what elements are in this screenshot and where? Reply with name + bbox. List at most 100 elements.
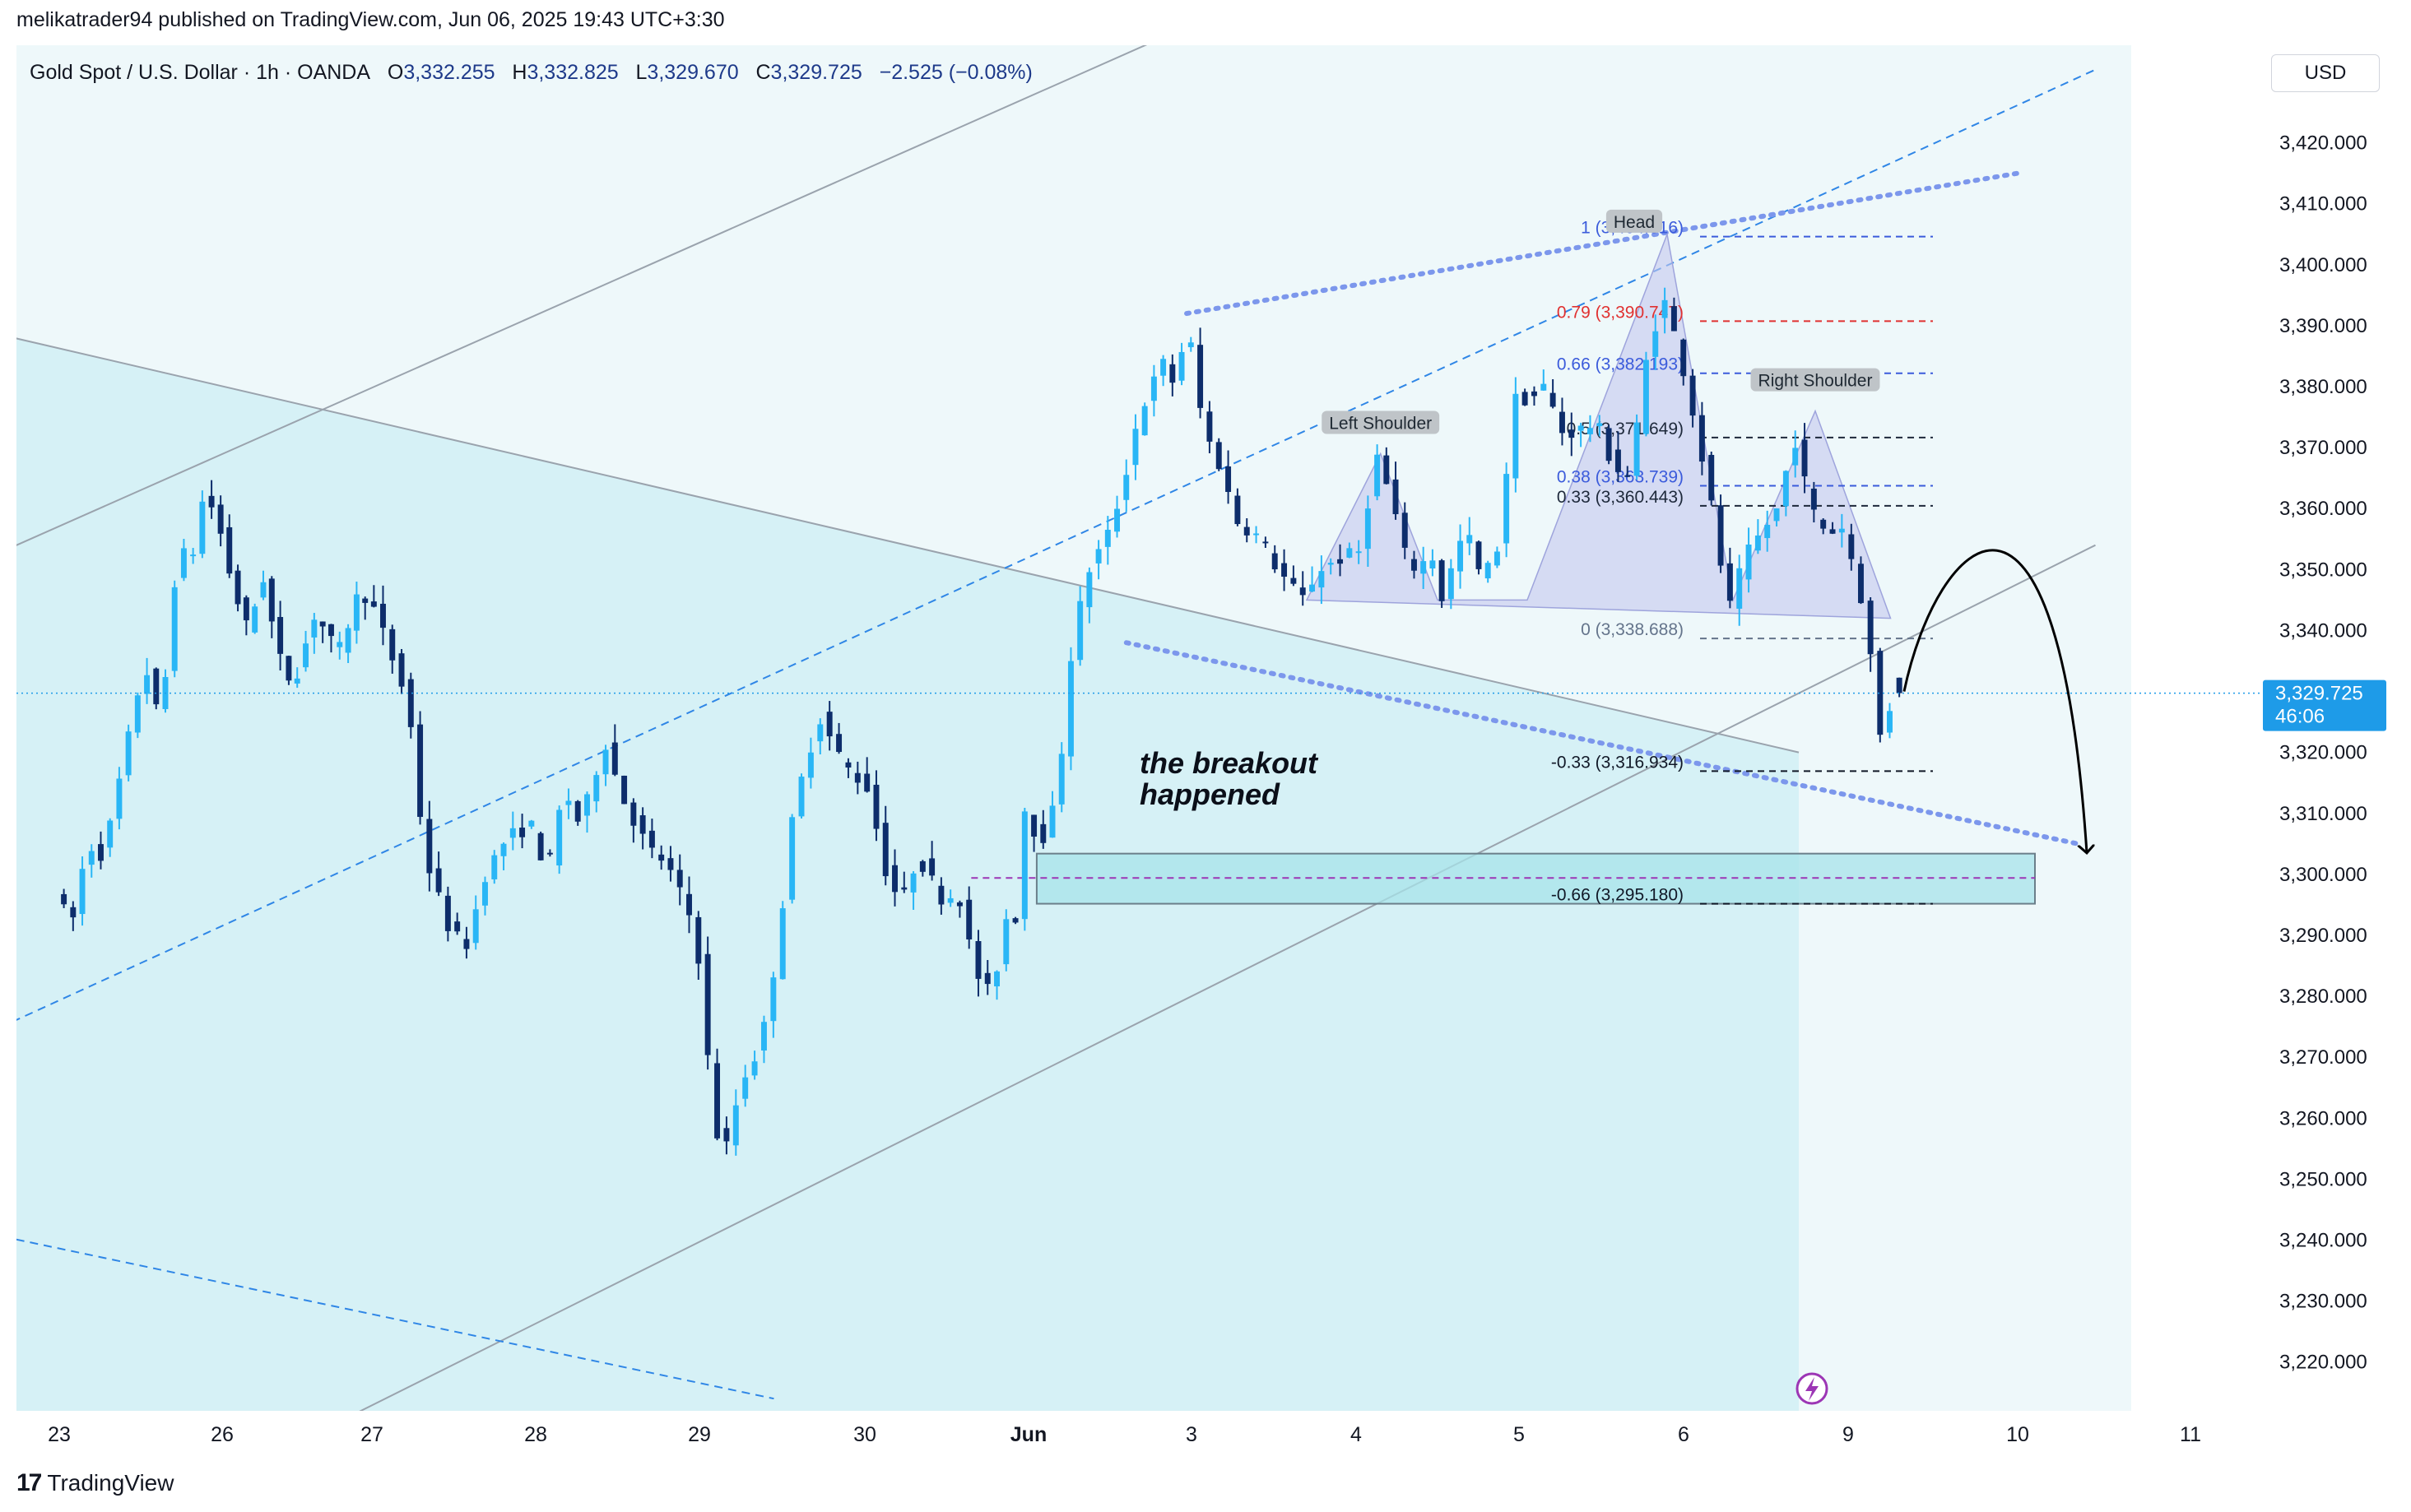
dashed-channel-lower-line [16,1238,774,1400]
candle-body [260,582,267,598]
candle-body [1457,540,1464,572]
candle-body [723,1128,730,1142]
candle-body [1540,383,1547,391]
time-tick-label: 29 [688,1423,711,1446]
candle-body [1708,454,1715,501]
candle-body [472,909,479,944]
candle-body [565,800,572,805]
candle-body [947,897,954,903]
candle-body [1327,563,1334,565]
price-axis[interactable]: 3,430.0003,420.0003,410.0003,400.0003,39… [2279,71,2367,1373]
candle-body [1401,513,1408,548]
candle-body [243,597,249,621]
symbol-title[interactable]: Gold Spot / U.S. Dollar · 1h · OANDA [30,61,371,84]
candle-body [593,775,600,802]
candle-body [144,675,151,694]
candle-body [695,916,702,964]
tradingview-logo[interactable]: 17 TradingView [16,1469,174,1497]
fib-level-label: 1 (3,404.616) [1581,219,1684,238]
candle-body [1392,479,1399,515]
candle-body [611,742,618,775]
candle-body [751,1061,758,1076]
candle-body [407,679,414,727]
candle-body [97,844,104,861]
time-tick-label: 27 [360,1423,383,1446]
tradingview-logo-mark: 17 [16,1469,42,1496]
lightning-icon[interactable] [1795,1372,1828,1405]
candle-body [1624,475,1631,477]
candle-body [807,752,814,778]
time-axis[interactable]: 23 26 27 28 29 30 Jun 3 4 5 6 9 10 11 [48,1423,2201,1446]
candle-body [380,603,386,628]
candle-body [1549,392,1556,407]
symbol-legend: Gold Spot / U.S. Dollar · 1h · OANDA O 3,… [30,61,1033,85]
candlestick-series [61,287,1902,1156]
candle-body [1754,535,1761,551]
currency-button[interactable]: USD [2271,54,2380,92]
candle-body [190,554,197,557]
candle-body [919,860,926,872]
candle-body [956,902,963,907]
ascending-channel-upper-line [16,45,1148,546]
candle-body [1346,548,1353,558]
candle-body [1104,530,1111,547]
price-tick-label: 3,230.000 [2279,1291,2367,1313]
candle-body [1225,466,1232,493]
candle-body [1410,559,1417,571]
candle-body [1031,814,1038,837]
candle-body [1150,376,1157,401]
candle-body [235,570,241,605]
head-label: Head [1605,209,1663,233]
price-tick-label: 3,270.000 [2279,1046,2367,1069]
breakout-annotation-line1: the breakout [1140,746,1319,780]
candle-body [1271,553,1278,570]
price-tick-label: 3,400.000 [2279,254,2367,276]
candle-body [1661,299,1668,318]
dotted-support-line [1123,640,2081,846]
candle-body [398,653,405,687]
candle-body [1745,544,1752,580]
candle-body [268,578,275,622]
candle-body [88,851,95,865]
candle-body [1355,551,1362,554]
price-tick-label: 3,260.000 [2279,1107,2367,1129]
candle-body [1178,351,1185,381]
time-tick-label: 3 [1186,1423,1197,1446]
time-tick-label: 9 [1842,1423,1854,1446]
candle-body [639,815,646,834]
candle-body [1003,919,1010,965]
candle-body [1383,455,1390,485]
candle-body [208,495,215,508]
dotted-resistance-line [1184,170,2020,317]
candle-body [1290,577,1297,584]
fibonacci-levels: 1 (3,404.616) 0.79 (3,390.747) 0.66 (3,382… [1551,219,1933,905]
candle-body [1215,442,1222,470]
price-tick-label: 3,370.000 [2279,437,2367,459]
candle-body [779,908,786,980]
candle-body [345,628,351,653]
fib-level-label: 0.66 (3,382.193) [1557,355,1684,374]
candle-body [277,617,284,654]
candle-body [826,712,833,737]
candle-body [1169,364,1176,383]
fib-level-label: 0.33 (3,360.443) [1557,488,1684,507]
candle-body [1206,411,1213,442]
price-tick-label: 3,350.000 [2279,559,2367,581]
candle-body [1187,342,1194,348]
candle-body [1614,449,1621,472]
candle-body [1670,306,1677,332]
candle-body [546,852,553,855]
candle-body [337,642,343,647]
time-tick-label: 4 [1350,1423,1362,1446]
candle-body [328,624,334,637]
close-value: 3,329.725 [770,61,862,84]
candle-body [1141,406,1148,436]
candle-body [1309,584,1316,592]
candle-body [171,587,178,671]
candle-body [1243,526,1250,536]
open-label: O [387,61,404,84]
candle-body [1086,572,1093,608]
candle-body [1077,601,1084,661]
candle-body [1559,411,1565,434]
